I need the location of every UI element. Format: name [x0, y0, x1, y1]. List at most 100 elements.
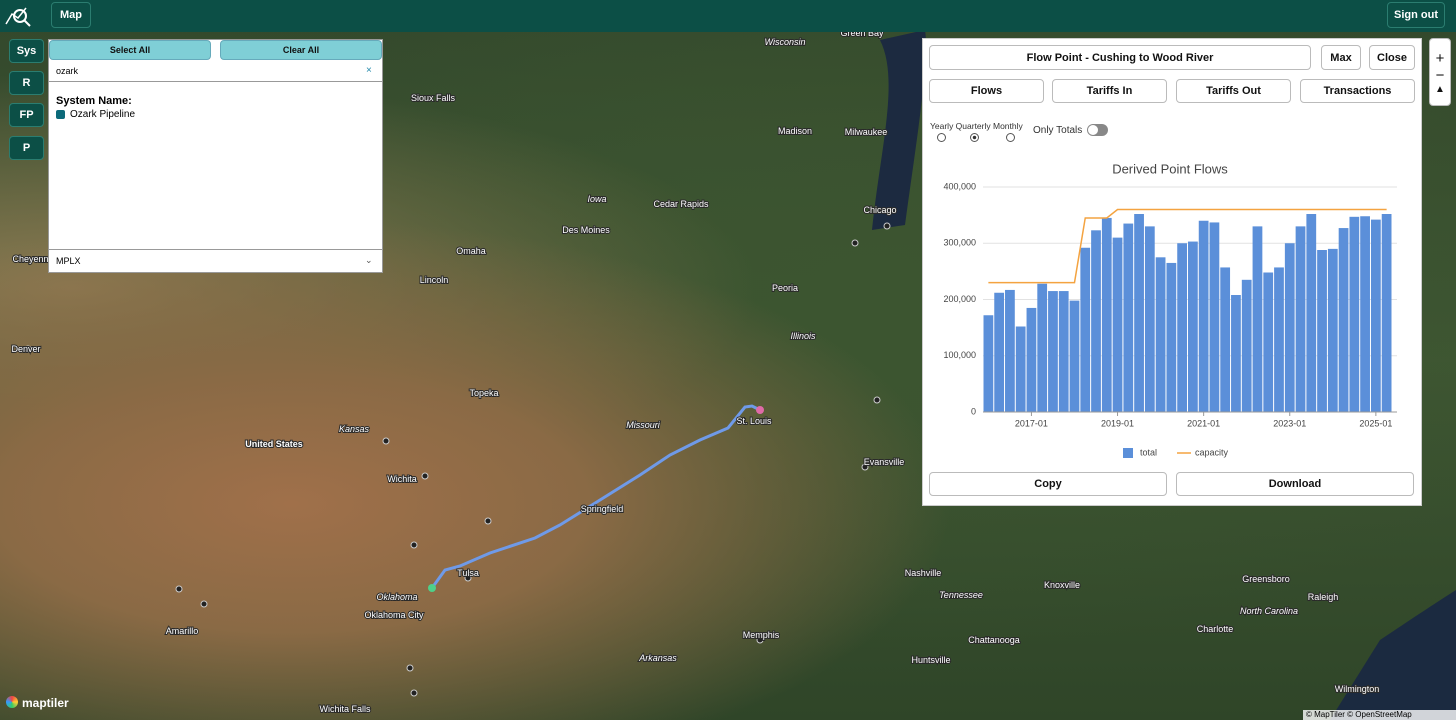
map-label: Oklahoma — [376, 592, 417, 602]
map-point[interactable] — [382, 437, 390, 445]
map-point[interactable] — [861, 463, 869, 471]
map-point[interactable] — [883, 222, 891, 230]
compass[interactable]: ▲ — [1435, 83, 1445, 95]
bar — [983, 315, 994, 412]
start-point[interactable] — [428, 584, 436, 592]
zoom-out[interactable]: − — [1435, 66, 1445, 84]
download-button[interactable]: Download — [1176, 472, 1414, 496]
side-button[interactable]: R — [9, 71, 44, 95]
map-point[interactable] — [410, 541, 418, 549]
radio[interactable] — [937, 133, 946, 142]
bar — [1349, 216, 1360, 412]
map-point[interactable] — [410, 689, 418, 697]
bar — [1209, 222, 1220, 412]
map-label: Tennessee — [939, 590, 983, 600]
map-point[interactable] — [464, 574, 472, 582]
map-label: Chicago — [863, 205, 896, 215]
map-label: Evansville — [864, 457, 905, 467]
bar — [1188, 241, 1198, 412]
ocean — [1330, 590, 1456, 720]
map-point[interactable] — [756, 636, 764, 644]
tab[interactable]: Tariffs Out — [1176, 79, 1291, 103]
radio[interactable] — [1006, 133, 1015, 142]
y-tick-label: 100,000 — [943, 350, 976, 360]
map-label: Peoria — [772, 283, 798, 293]
sign-out-button[interactable]: Sign out — [1387, 2, 1445, 28]
select-all-button[interactable]: Select All — [49, 40, 211, 60]
map-label: Charlotte — [1197, 624, 1234, 634]
map-button[interactable]: Map — [51, 2, 91, 28]
bar — [1360, 216, 1370, 412]
y-tick-label: 300,000 — [943, 238, 976, 248]
system-item[interactable]: Ozark Pipeline — [70, 109, 136, 120]
points — [24, 222, 891, 697]
map-label: Topeka — [469, 388, 498, 398]
map-point[interactable] — [24, 345, 32, 353]
side-button[interactable]: FP — [9, 103, 44, 127]
logo — [5, 7, 31, 27]
dropdown-icon[interactable]: ⌄ — [365, 255, 373, 265]
bar — [1231, 295, 1241, 412]
map-label: Oklahoma City — [364, 610, 424, 620]
search-input[interactable]: ozark — [49, 61, 382, 82]
map-label: Wisconsin — [765, 37, 806, 47]
tab[interactable]: Flows — [929, 79, 1044, 103]
copy-button[interactable]: Copy — [929, 472, 1167, 496]
y-tick-label: 0 — [971, 406, 976, 416]
legend-label: total — [1140, 447, 1157, 457]
legend-label: capacity — [1195, 447, 1229, 457]
map-point[interactable] — [851, 239, 859, 247]
map-label: Kansas — [339, 424, 370, 434]
close-button[interactable]: Close — [1369, 45, 1415, 70]
lake — [872, 30, 926, 230]
map-label: Raleigh — [1308, 592, 1339, 602]
map-label: North Carolina — [1240, 606, 1298, 616]
map-label: Madison — [778, 126, 812, 136]
zoom-control: + − ▲ — [1429, 38, 1451, 106]
map-label: Missouri — [626, 420, 661, 430]
clear-search[interactable]: × — [366, 65, 372, 76]
dropdown[interactable]: MPLX — [49, 249, 382, 273]
map-label: United States — [245, 439, 303, 449]
bar — [1284, 243, 1295, 412]
system-heading: System Name: — [56, 95, 132, 107]
max-button[interactable]: Max — [1321, 45, 1361, 70]
zoom-in[interactable]: + — [1435, 49, 1445, 67]
map-label: Wilmington — [1335, 684, 1380, 694]
bar — [1241, 279, 1252, 412]
map-label: Omaha — [456, 246, 486, 256]
map-label: Tulsa — [457, 568, 479, 578]
x-tick-label: 2017-01 — [1015, 418, 1048, 428]
map-label: Memphis — [743, 630, 780, 640]
side-button[interactable]: Sys — [9, 39, 44, 63]
maptiler-icon — [6, 696, 18, 708]
checkbox[interactable] — [56, 110, 65, 119]
map-point[interactable] — [421, 472, 429, 480]
side-button[interactable]: P — [9, 136, 44, 160]
toggle[interactable] — [1087, 124, 1108, 136]
map-label: Nashville — [905, 568, 942, 578]
tab[interactable]: Transactions — [1300, 79, 1415, 103]
radio[interactable] — [970, 133, 979, 142]
map-point[interactable] — [484, 517, 492, 525]
pipeline[interactable] — [430, 404, 761, 589]
map-label: Lincoln — [420, 275, 449, 285]
map-label: Wichita — [387, 474, 417, 484]
bar — [1155, 257, 1166, 412]
map-label: St. Louis — [736, 416, 772, 426]
tab[interactable]: Tariffs In — [1052, 79, 1167, 103]
bar — [1069, 300, 1080, 412]
map-label: Springfield — [581, 504, 624, 514]
map-point[interactable] — [175, 585, 183, 593]
attribution: © MapTiler © OpenStreetMap contributors — [1303, 710, 1456, 720]
bar — [1005, 289, 1015, 412]
end-point[interactable] — [756, 406, 764, 414]
map-point[interactable] — [200, 600, 208, 608]
map-label: Greensboro — [1242, 574, 1290, 584]
map-label: Knoxville — [1044, 580, 1080, 590]
clear-all-button[interactable]: Clear All — [220, 40, 382, 60]
map-point[interactable] — [406, 664, 414, 672]
map-point[interactable] — [873, 396, 881, 404]
